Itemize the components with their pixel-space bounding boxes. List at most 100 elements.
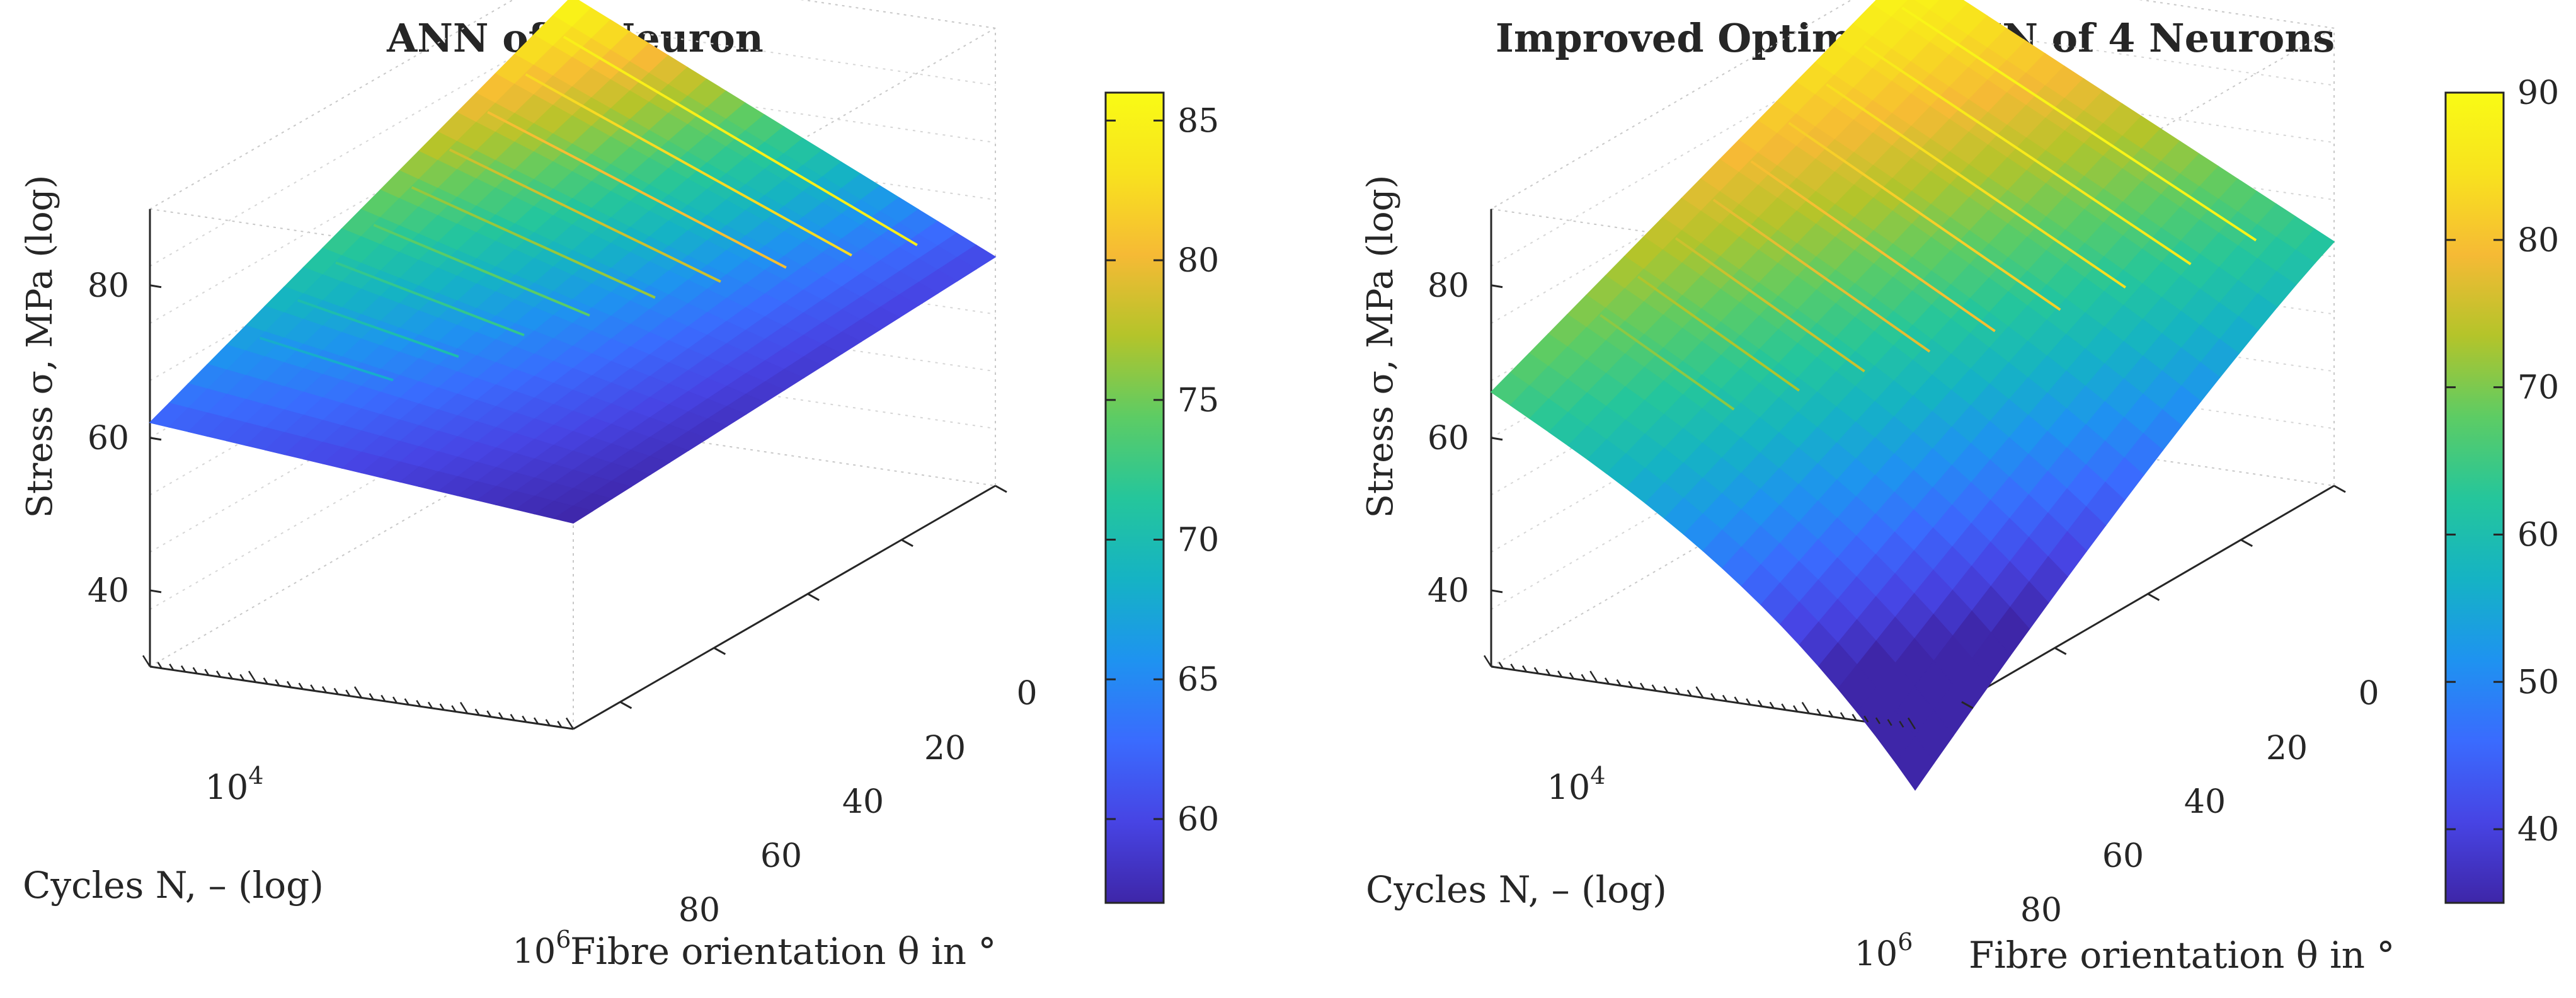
z-axis-label: Stress σ, MPa (log) — [1360, 175, 1401, 519]
y-tick-label: 80 — [678, 892, 720, 929]
y-tick-label: 80 — [2020, 892, 2062, 929]
x-tick — [321, 685, 328, 693]
x-tick — [239, 674, 245, 681]
y-axis-label: Fibre orientation θ in ° — [570, 930, 996, 973]
grid-line — [149, 208, 574, 272]
x-tick — [248, 670, 257, 683]
y-tick — [807, 593, 820, 601]
x-tick — [416, 699, 421, 707]
z-axis-label: Stress σ, MPa (log) — [20, 175, 60, 519]
z-ticks: 40 60 80 — [88, 267, 162, 610]
data-trace — [297, 299, 459, 358]
z-tick-label: 40 — [88, 572, 129, 610]
colorbar-tick-label: 50 — [2517, 663, 2559, 701]
y-tick — [619, 701, 633, 709]
x-tick — [1769, 701, 1775, 709]
colorbar-tick-label: 75 — [1177, 382, 1219, 420]
grid-line — [1491, 0, 1853, 210]
x-tick — [1628, 680, 1634, 688]
surface-plot: 40 60 80 104 106 0 20 40 60 80 — [88, 0, 1038, 971]
z-tick — [1491, 437, 1503, 441]
x-tick — [310, 684, 316, 692]
x-tick — [1695, 686, 1704, 699]
surface — [1490, 0, 2335, 791]
colorbar-tick-label: 60 — [2517, 516, 2559, 554]
z-tick — [149, 284, 162, 289]
x-tick — [381, 694, 386, 702]
data-trace — [411, 186, 656, 299]
x-tick — [427, 701, 433, 709]
right-chart: Improved Optimum ANN of 4 Neurons 406080… — [1360, 0, 2559, 977]
grid-line — [149, 79, 996, 324]
data-trace — [1712, 198, 1931, 353]
x-tick — [1533, 667, 1539, 674]
data-trace — [525, 73, 852, 257]
x-tick — [1604, 677, 1610, 685]
x-tick — [1498, 662, 1504, 669]
x-tick — [1722, 694, 1727, 702]
grid-line — [149, 0, 514, 210]
data-trace — [1637, 275, 1800, 392]
x-tick — [1840, 712, 1845, 720]
x-ticks: 104 106 — [1483, 655, 1916, 973]
grid-line — [799, 0, 996, 29]
y-tick-label: 0 — [1016, 675, 1037, 713]
colorbar-tick-label: 40 — [2517, 811, 2559, 849]
data-trace — [1826, 83, 2126, 289]
data-trace — [259, 336, 394, 382]
x-tick — [1863, 715, 1869, 723]
x-tick — [1875, 717, 1880, 725]
x-tick — [1483, 655, 1492, 667]
axis-line — [573, 485, 996, 730]
x-tick — [1746, 698, 1751, 706]
x-tick — [459, 701, 469, 714]
x-tick — [1545, 668, 1551, 676]
x-tick — [1510, 663, 1516, 671]
x-tick — [474, 708, 480, 716]
x-tick — [1757, 699, 1763, 707]
x-axis-label: Cycles N, – (log) — [23, 864, 324, 907]
x-tick — [353, 686, 363, 699]
x-tick — [1801, 701, 1810, 714]
x-tick — [263, 677, 268, 685]
colorbar-tick-label: 60 — [1177, 801, 1219, 839]
data-trace — [335, 261, 525, 336]
x-tick-label: 104 — [205, 762, 264, 807]
z-tick — [149, 437, 162, 441]
x-tick — [1899, 720, 1904, 728]
y-axis-label: Fibre orientation θ in ° — [1969, 934, 2395, 977]
x-tick — [1569, 672, 1574, 679]
grid-line — [1491, 208, 1916, 272]
grid-line — [149, 308, 996, 553]
data-trace — [1600, 314, 1735, 411]
x-tick — [286, 680, 292, 688]
colorbar-tick-label: 70 — [2517, 369, 2559, 407]
y-tick — [2147, 593, 2160, 601]
grid-line — [2138, 0, 2335, 29]
colorbar-tick-label: 85 — [1177, 102, 1219, 140]
x-tick — [1887, 719, 1892, 726]
x-tick — [1852, 713, 1857, 721]
x-tick — [369, 692, 374, 700]
x-tick — [1792, 705, 1799, 713]
x-tick — [1651, 684, 1657, 692]
x-tick — [275, 679, 280, 686]
grid-line — [1915, 27, 2335, 272]
colorbar: 40 50 60 70 80 90 — [2444, 74, 2559, 904]
y-tick — [713, 647, 726, 655]
z-tick — [1491, 284, 1503, 289]
z-tick-label: 80 — [1428, 267, 1469, 305]
x-tick — [1589, 670, 1598, 683]
x-tick-label: 106 — [1855, 928, 1913, 973]
x-tick — [1663, 685, 1669, 693]
colorbar-gradient — [2444, 91, 2505, 904]
z-tick-label: 60 — [1428, 420, 1469, 457]
x-tick — [1686, 689, 1692, 697]
x-tick — [1816, 708, 1822, 716]
x-tick — [498, 712, 504, 720]
x-tick — [333, 687, 339, 695]
x-tick — [157, 662, 163, 669]
y-tick — [2054, 647, 2067, 655]
colorbar-tick-label: 80 — [1177, 242, 1219, 280]
